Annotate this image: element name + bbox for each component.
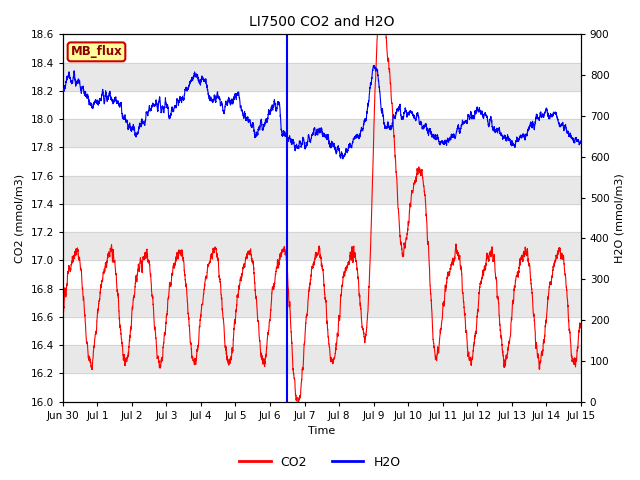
- Y-axis label: CO2 (mmol/m3): CO2 (mmol/m3): [15, 173, 25, 263]
- Text: MB_flux: MB_flux: [70, 45, 122, 59]
- Bar: [63, 176, 580, 204]
- Bar: [63, 345, 580, 373]
- Title: LI7500 CO2 and H2O: LI7500 CO2 and H2O: [249, 15, 395, 29]
- X-axis label: Time: Time: [308, 426, 335, 436]
- Bar: [63, 288, 580, 317]
- Y-axis label: H2O (mmol/m3): H2O (mmol/m3): [615, 173, 625, 263]
- Legend: CO2, H2O: CO2, H2O: [234, 451, 406, 474]
- Bar: [63, 119, 580, 147]
- Bar: [63, 62, 580, 91]
- Bar: [63, 232, 580, 260]
